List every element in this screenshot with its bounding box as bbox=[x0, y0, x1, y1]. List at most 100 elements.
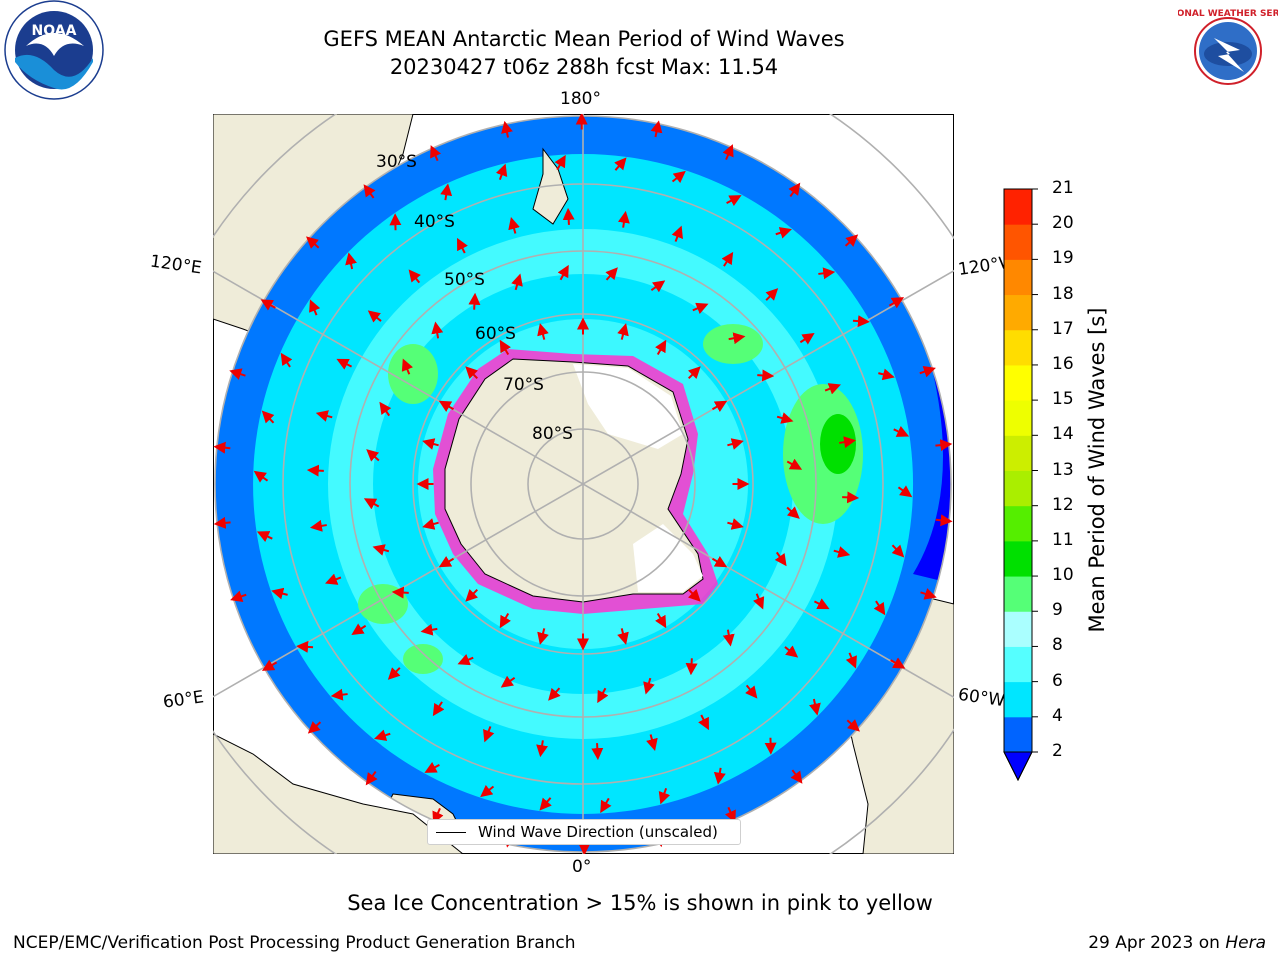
wind-wave-arrow bbox=[315, 410, 333, 422]
wind-wave-arrow bbox=[420, 623, 438, 636]
wind-wave-arrow bbox=[873, 600, 886, 616]
colorbar-tick-label: 4 bbox=[1052, 705, 1063, 726]
colorbar-segment bbox=[1004, 470, 1032, 507]
wind-wave-arrow bbox=[465, 366, 478, 379]
wind-wave-arrow bbox=[306, 236, 320, 249]
ice-shelf-ross bbox=[573, 364, 683, 449]
wind-wave-arrow bbox=[306, 464, 324, 477]
wind-wave-arrow bbox=[614, 157, 627, 171]
wind-wave-arrow bbox=[432, 807, 444, 824]
colorbar-tick-label: 13 bbox=[1052, 459, 1074, 480]
colorbar-outline bbox=[1003, 188, 1033, 782]
wind-wave-arrow bbox=[757, 369, 775, 382]
wind-wave-arrow bbox=[688, 589, 701, 602]
wind-wave-arrow bbox=[726, 195, 742, 207]
wind-wave-arrow bbox=[788, 182, 801, 198]
wind-wave-arrow bbox=[261, 410, 275, 424]
footer-credit: NCEP/EMC/Verification Post Processing Pr… bbox=[13, 933, 576, 953]
colorbar-label: Mean Period of Wind Waves [s] bbox=[1085, 307, 1109, 633]
wind-wave-arrow bbox=[671, 170, 686, 184]
wind-wave-arrow bbox=[845, 652, 857, 669]
wind-wave-arrow bbox=[271, 587, 288, 600]
chart-title: GEFS MEAN Antarctic Mean Period of Wind … bbox=[323, 27, 845, 51]
wind-wave-arrow bbox=[722, 629, 735, 647]
wind-wave-arrow bbox=[842, 491, 860, 504]
graticule-meridians bbox=[213, 114, 954, 854]
wind-wave-arrow bbox=[711, 400, 728, 412]
wind-wave-arrow bbox=[309, 519, 327, 532]
lon-label-bottom: 0° bbox=[572, 857, 592, 877]
wind-wave-arrow bbox=[839, 436, 857, 449]
wind-wave-arrow bbox=[280, 352, 293, 368]
wind-wave-arrow bbox=[253, 470, 269, 483]
colorbar-segment bbox=[1004, 716, 1032, 753]
wind-wave-arrow bbox=[438, 400, 455, 412]
wind-wave-arrow bbox=[363, 498, 380, 510]
wind-wave-arrow bbox=[846, 719, 860, 732]
colorbar-extend-triangle bbox=[1003, 751, 1033, 782]
wind-wave-arrow bbox=[432, 701, 445, 717]
lat-label-50s: 50°S bbox=[444, 270, 485, 290]
colorbar-segment bbox=[1004, 576, 1032, 612]
wind-wave-arrow bbox=[554, 154, 566, 171]
wind-wave-arrow bbox=[537, 628, 549, 645]
colorbar-tick-label: 18 bbox=[1052, 283, 1074, 304]
lon-label-lower-left: 60°E bbox=[161, 687, 206, 713]
wind-wave-arrow bbox=[483, 726, 495, 743]
wind-wave-arrow bbox=[438, 556, 455, 568]
colorbar-tick-label: 9 bbox=[1052, 600, 1063, 621]
wind-wave-arrow bbox=[753, 593, 765, 610]
wind-wave-arrow bbox=[786, 506, 800, 519]
colorbar-segment bbox=[1004, 646, 1032, 683]
wind-wave-arrow bbox=[230, 590, 247, 603]
colorbar-tick-label: 17 bbox=[1052, 318, 1074, 339]
colorbar-segment bbox=[1004, 435, 1032, 471]
wind-wave-arrow bbox=[548, 687, 561, 701]
wind-wave-arrow bbox=[790, 769, 803, 784]
wind-wave-arrow bbox=[401, 358, 413, 375]
wind-wave-arrow bbox=[465, 589, 478, 602]
wind-wave-arrow bbox=[387, 667, 401, 680]
wind-wave-arrow bbox=[351, 623, 367, 636]
wind-wave-arrow bbox=[888, 297, 905, 309]
colorbar-segment bbox=[1004, 400, 1032, 436]
wind-wave-arrow bbox=[213, 516, 231, 529]
wind-wave-arrow bbox=[391, 586, 409, 599]
colorbar-tick-label: 11 bbox=[1052, 529, 1074, 550]
wind-wave-arrow bbox=[724, 806, 736, 823]
wind-wave-arrow bbox=[500, 675, 516, 688]
colorbar-segment bbox=[1004, 259, 1032, 296]
wind-wave-arrow bbox=[440, 183, 453, 201]
wind-wave-arrow bbox=[844, 234, 859, 247]
colorbar-segment bbox=[1004, 294, 1032, 331]
wind-wave-arrow bbox=[692, 302, 709, 314]
wind-wave-arrow bbox=[366, 449, 380, 462]
wind-wave-arrow bbox=[499, 612, 511, 629]
wind-wave-arrow bbox=[786, 458, 803, 470]
wind-wave-arrow bbox=[775, 227, 792, 239]
colorbar-segment bbox=[1004, 189, 1032, 225]
wind-wave-arrow bbox=[646, 734, 658, 751]
footer-date-text: 29 Apr 2023 on bbox=[1088, 933, 1226, 953]
wind-wave-arrow bbox=[722, 144, 734, 161]
wind-wave-arrow bbox=[919, 365, 936, 378]
legend-label: Wind Wave Direction (unscaled) bbox=[478, 823, 718, 841]
wind-wave-arrow bbox=[557, 264, 569, 281]
wind-wave-arrow bbox=[539, 797, 552, 811]
noaa-logo-icon: NOAA bbox=[4, 0, 104, 104]
wind-wave-arrow bbox=[261, 659, 278, 671]
colorbar-tick-label: 19 bbox=[1052, 248, 1074, 269]
wind-wave-arrow bbox=[721, 251, 734, 267]
wind-wave-arrow bbox=[307, 721, 322, 734]
wind-wave-arrow bbox=[379, 401, 392, 417]
colorbar-tick-label: 15 bbox=[1052, 389, 1074, 410]
lat-label-70s: 70°S bbox=[503, 375, 544, 395]
wind-wave-arrow bbox=[809, 698, 821, 716]
wind-wave-arrow bbox=[536, 740, 549, 758]
legend-line-icon bbox=[436, 832, 466, 833]
wind-wave-arrow bbox=[511, 273, 523, 291]
wind-wave-arrow bbox=[605, 267, 618, 281]
wind-wave-arrow bbox=[745, 684, 758, 699]
wind-wave-arrows bbox=[213, 114, 953, 854]
wind-wave-arrow bbox=[833, 546, 851, 558]
